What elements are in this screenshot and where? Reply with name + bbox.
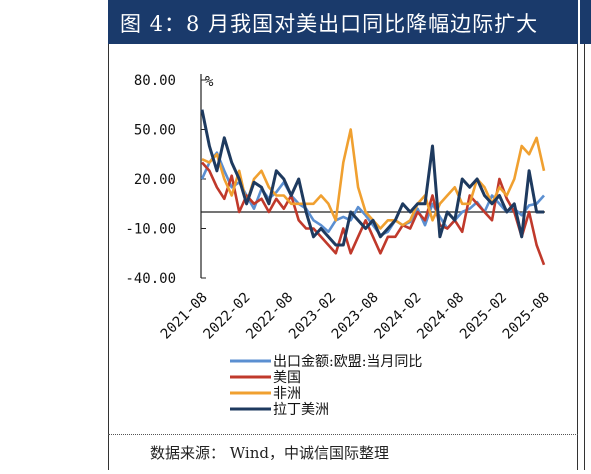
y-tick-label: 20.00: [134, 172, 176, 188]
right-strip: [580, 0, 591, 44]
x-axis: 2021-082022-022022-082023-022023-082024-…: [158, 211, 553, 343]
source-separator: [108, 434, 578, 435]
right-border-line: [584, 44, 585, 470]
series-lines: [200, 109, 546, 266]
y-tick-label: -40.00: [125, 271, 176, 287]
title-bar: 图 4：8 月我国对美出口同比降幅边际扩大: [108, 0, 578, 44]
figure-frame: [108, 0, 578, 470]
legend-label: 美国: [273, 370, 301, 386]
series-line-2: [201, 161, 546, 266]
series-line-1: [200, 151, 545, 237]
y-tick-label: 50.00: [134, 123, 176, 139]
y-axis-unit: %: [205, 74, 214, 90]
y-axis: 80.00 50.00 20.00 -10.00 -40.00%: [125, 73, 214, 287]
line-chart: 80.00 50.00 20.00 -10.00 -40.00% 2021-082022…: [125, 73, 553, 418]
legend-label: 出口金额:欧盟:当月同比: [273, 354, 422, 370]
x-tick-label: 2025-08: [500, 290, 553, 343]
y-tick-label: 80.00: [134, 73, 176, 89]
figure-title: 图 4：8 月我国对美出口同比降幅边际扩大: [120, 12, 539, 36]
series-line-4: [200, 109, 544, 247]
source-note: 数据来源： Wind，中诚信国际整理: [150, 444, 389, 462]
legend-label: 非洲: [273, 386, 301, 402]
y-tick-label: -10.00: [125, 222, 176, 238]
legend-label: 拉丁美洲: [273, 402, 329, 418]
